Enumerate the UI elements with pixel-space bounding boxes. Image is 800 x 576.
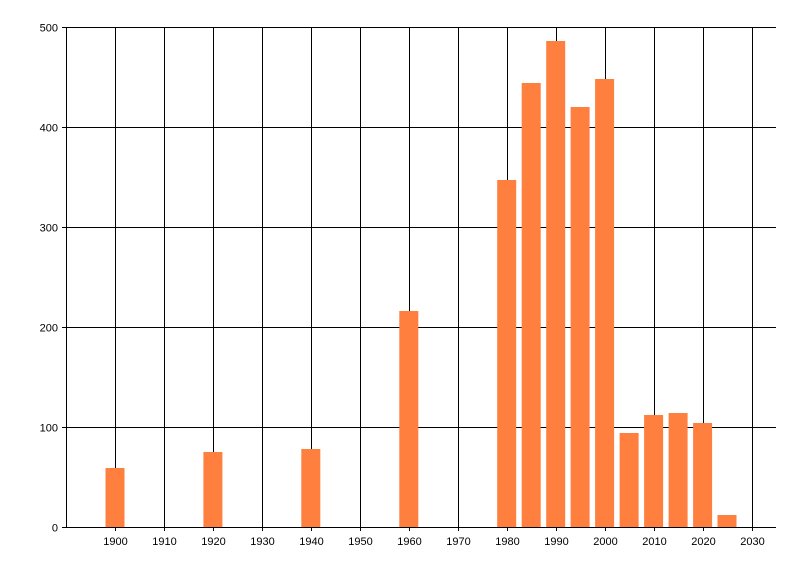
bars: [105, 41, 737, 527]
bar: [644, 415, 664, 527]
bar: [203, 452, 223, 527]
axes: [62, 27, 776, 531]
x-tick-label: 1970: [446, 536, 470, 548]
x-tick-label: 1920: [201, 536, 225, 548]
y-tick-label: 300: [40, 223, 58, 235]
tick-labels: 1900 1910 1920 1930 1940 1950 1960 1970 1980 1990…: [40, 23, 765, 549]
y-tick-label: 500: [40, 23, 58, 35]
x-tick-label: 1950: [348, 536, 372, 548]
x-tick-label: 2020: [691, 536, 715, 548]
bar: [717, 515, 737, 527]
x-tick-label: 1900: [103, 536, 127, 548]
y-tick-label: 100: [40, 423, 58, 435]
x-tick-label: 1910: [152, 536, 176, 548]
bar: [105, 468, 125, 527]
bar: [301, 449, 321, 527]
x-tick-label: 1990: [544, 536, 568, 548]
bar: [546, 41, 566, 527]
y-tick-label: 400: [40, 123, 58, 135]
x-tick-label: 2010: [642, 536, 666, 548]
bar: [619, 433, 639, 527]
x-tick-label: 1960: [397, 536, 421, 548]
x-tick-label: 1940: [299, 536, 323, 548]
x-tick-label: 2030: [740, 536, 764, 548]
bar: [570, 107, 590, 527]
x-tick-label: 1930: [250, 536, 274, 548]
bar: [399, 311, 419, 527]
bar: [521, 83, 541, 527]
bar: [693, 423, 713, 527]
bar: [668, 413, 688, 527]
y-tick-label: 200: [40, 323, 58, 335]
bar: [595, 79, 615, 527]
bar: [497, 180, 517, 527]
x-tick-label: 2000: [593, 536, 617, 548]
y-tick-label: 0: [52, 523, 58, 535]
x-tick-label: 1980: [495, 536, 519, 548]
